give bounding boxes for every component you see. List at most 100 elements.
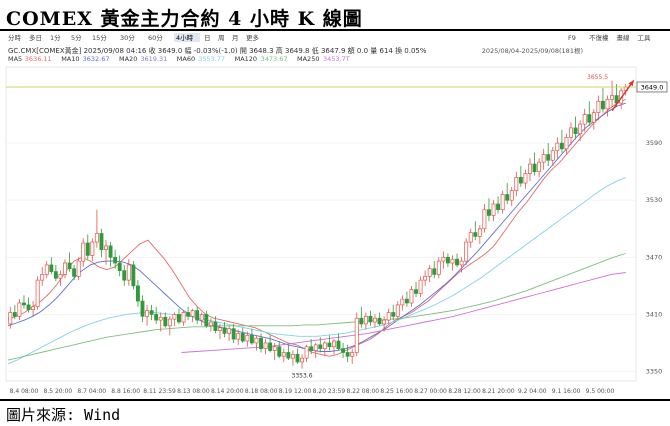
- candle-down: [231, 328, 236, 340]
- candle-up: [509, 190, 514, 201]
- candle-up: [281, 352, 286, 357]
- x-tick-label: 8.27 00:00: [414, 388, 447, 395]
- toolbar: 分時 多日 1分 5分 15分 30分 60分 4小時 日周月更多 F9 不復權 畫線 工具: [8, 33, 651, 42]
- candle-down: [487, 209, 491, 216]
- candle-up: [464, 241, 469, 262]
- candles: [8, 80, 628, 369]
- toolbar-item-2[interactable]: 畫線: [617, 33, 631, 42]
- candle-up: [578, 123, 583, 134]
- tab-2[interactable]: 1分: [50, 33, 61, 42]
- candle-down: [163, 316, 168, 327]
- candle-up: [81, 242, 86, 262]
- ma-legend-label: MA5: [8, 55, 22, 63]
- candle-down: [327, 342, 332, 348]
- candle-up: [427, 268, 432, 277]
- candle-down: [195, 310, 200, 321]
- candle-up: [528, 163, 532, 174]
- range-label: 2025/08/04-2025/09/08(181根): [482, 46, 583, 55]
- candle-up: [227, 328, 232, 334]
- bottom-rule: [0, 399, 670, 401]
- active-tab-highlight: [174, 33, 200, 42]
- candle-up: [541, 154, 546, 163]
- candle-down: [240, 333, 245, 342]
- candle-down: [518, 177, 523, 184]
- tab-5[interactable]: 30分: [120, 33, 135, 42]
- x-axis: 8.4 08:00 8.5 20:00 8.7 04:00 8.8 16:00 8.11…: [10, 388, 615, 395]
- candle-up: [395, 304, 400, 317]
- ma-legend-label: MA250: [297, 55, 319, 63]
- candle-down: [404, 298, 409, 304]
- last-price-label: 3649.0: [641, 83, 664, 91]
- candle-down: [186, 312, 191, 317]
- plot-frame: [5, 66, 637, 382]
- y-tick-label: 3590: [646, 139, 663, 147]
- candle-down: [359, 317, 364, 325]
- x-tick-label: 8.5 20:00: [44, 388, 73, 395]
- x-tick-label: 8.21 20:00: [482, 388, 515, 395]
- tab-1[interactable]: 多日: [29, 33, 42, 42]
- candle-up: [190, 310, 195, 317]
- trend-arrow-head: [628, 80, 634, 87]
- tab-9[interactable]: 周: [218, 34, 225, 42]
- tab-6[interactable]: 60分: [148, 33, 163, 42]
- candle-up: [236, 333, 241, 340]
- x-tick-label: 8.28 12:00: [448, 388, 481, 395]
- candle-up: [610, 95, 614, 100]
- candle-up: [199, 314, 204, 321]
- y-tick-label: 3530: [646, 196, 663, 204]
- candle-up: [596, 100, 601, 114]
- candle-up: [373, 317, 377, 323]
- annotations: 3649.0 3655.5 3353.6: [6, 74, 668, 380]
- low-label: 3353.6: [292, 373, 313, 380]
- candle-up: [332, 340, 336, 348]
- candle-up: [564, 137, 569, 150]
- candle-down: [117, 262, 122, 271]
- ma-legend-label: MA10: [61, 55, 79, 63]
- candle-up: [591, 112, 596, 123]
- candle-down: [140, 300, 145, 317]
- candle-up: [126, 264, 131, 281]
- candle-up: [90, 241, 95, 256]
- tab-7[interactable]: 4小時: [176, 33, 194, 42]
- candle-down: [26, 304, 31, 310]
- ma-line-ma250: [181, 272, 626, 353]
- grid: [6, 142, 636, 372]
- tab-3[interactable]: 5分: [71, 33, 82, 42]
- toolbar-item-3[interactable]: 工具: [638, 34, 652, 42]
- x-tick-label: 8.8 16:00: [111, 388, 140, 395]
- candle-up: [550, 150, 555, 161]
- high-label: 3655.5: [587, 74, 608, 81]
- candle-up: [272, 346, 277, 351]
- candle-up: [514, 177, 519, 192]
- candle-down: [336, 340, 341, 349]
- candle-up: [354, 317, 359, 353]
- toolbar-item-1[interactable]: 不復權: [589, 33, 609, 42]
- tab-8[interactable]: 日: [204, 34, 211, 42]
- candle-down: [249, 334, 254, 344]
- candle-down: [135, 285, 140, 302]
- candle-up: [537, 161, 542, 173]
- candle-down: [345, 352, 350, 357]
- tab-11[interactable]: 更多: [246, 33, 260, 42]
- tab-4[interactable]: 15分: [92, 33, 107, 42]
- ma-legend-value: 3619.31: [140, 55, 167, 63]
- candlestick-chart: 分時 多日 1分 5分 15分 30分 60分 4小時 日周月更多 F9 不復權 畫線 工具 GC.CM…: [5, 33, 668, 395]
- candle-up: [44, 264, 49, 275]
- y-axis: 3350 3410 3470 3530 3590: [646, 139, 663, 375]
- candle-up: [350, 352, 355, 357]
- candle-down: [295, 354, 300, 363]
- x-tick-label: 8.20 23:59: [313, 388, 346, 395]
- toolbar-item-0[interactable]: F9: [568, 34, 576, 42]
- tab-10[interactable]: 月: [232, 34, 239, 42]
- candle-up: [500, 194, 505, 211]
- candle-up: [300, 357, 304, 363]
- candle-down: [341, 348, 346, 353]
- candle-up: [263, 342, 268, 349]
- candle-down: [600, 100, 605, 110]
- candle-up: [400, 298, 405, 306]
- tab-0[interactable]: 分時: [8, 33, 22, 42]
- candle-down: [277, 346, 282, 357]
- candle-down: [455, 258, 459, 266]
- candle-up: [31, 306, 36, 310]
- candle-down: [149, 310, 154, 315]
